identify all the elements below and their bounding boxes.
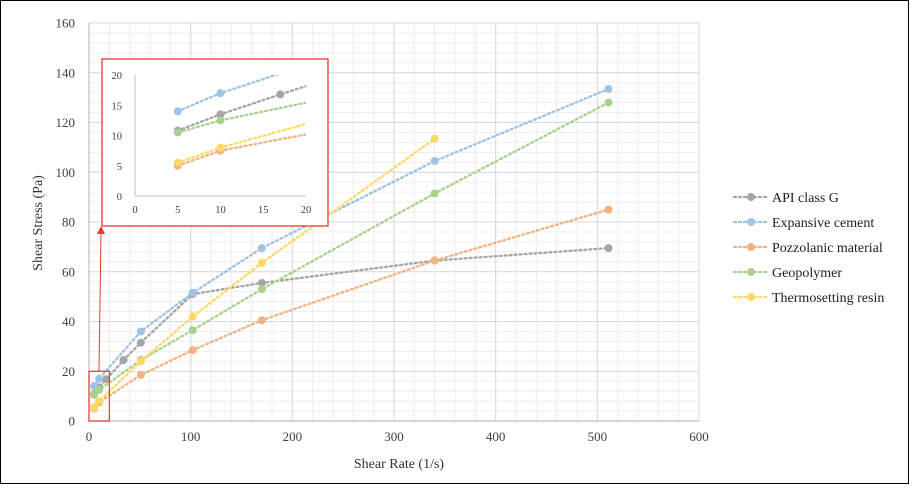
- legend-item-thermosetting-resin: Thermosetting resin: [732, 291, 884, 306]
- zoom-connector-arrow: [98, 232, 102, 372]
- data-point-pozzolanic-material: [604, 205, 613, 214]
- inset-series-line-thermosetting-resin: [176, 122, 306, 164]
- inset-y-tick-label: 5: [117, 162, 122, 173]
- inset-series-line-api-class-g: [176, 84, 306, 132]
- data-point-thermosetting-resin: [136, 357, 145, 366]
- data-point-expansive-cement: [604, 84, 613, 93]
- x-tick-label: 100: [181, 429, 201, 444]
- data-point-expansive-cement: [188, 288, 197, 297]
- legend-item-api-class-g: API class G: [732, 191, 839, 206]
- inset-data-point-geopolymer: [173, 128, 182, 137]
- y-tick-label: 140: [56, 65, 76, 80]
- inset-data-point-api-class-g: [276, 90, 285, 99]
- data-point-expansive-cement: [257, 244, 266, 253]
- legend-marker-geopolymer: [747, 268, 755, 276]
- legend-label: Thermosetting resin: [772, 291, 884, 306]
- data-point-expansive-cement: [95, 374, 104, 383]
- data-point-geopolymer: [90, 390, 99, 399]
- data-point-geopolymer: [430, 189, 439, 198]
- y-tick-label: 120: [56, 115, 76, 130]
- data-point-api-class-g: [604, 244, 613, 253]
- x-axis-label: Shear Rate (1/s): [354, 457, 445, 472]
- data-point-pozzolanic-material: [136, 370, 145, 379]
- legend-marker-api-class-g: [747, 193, 755, 201]
- y-tick-label: 60: [62, 264, 75, 279]
- data-point-thermosetting-resin: [188, 312, 197, 321]
- inset-y-tick-label: 15: [112, 101, 123, 112]
- y-tick-label: 100: [56, 165, 76, 180]
- y-tick-label: 160: [56, 16, 76, 31]
- arrowhead-icon: [97, 226, 105, 234]
- inset-data-point-expansive-cement: [173, 107, 182, 116]
- x-tick-label: 600: [689, 429, 709, 444]
- y-tick-label: 0: [69, 414, 76, 429]
- data-point-thermosetting-resin: [430, 134, 439, 143]
- x-tick-label: 300: [384, 429, 404, 444]
- inset-series-thermosetting-resin: [173, 122, 306, 167]
- x-tick-label: 0: [86, 429, 93, 444]
- legend-label: Expansive cement: [772, 216, 874, 231]
- legend-item-geopolymer: Geopolymer: [732, 266, 842, 281]
- data-point-geopolymer: [95, 385, 104, 394]
- data-point-pozzolanic-material: [257, 316, 266, 325]
- inset-series-api-class-g: [173, 84, 306, 135]
- main-axes: [88, 23, 699, 422]
- data-point-api-class-g: [119, 356, 128, 365]
- data-point-expansive-cement: [430, 157, 439, 166]
- inset-chart: 0 5 10 15 20 0 5 10 15 20: [101, 58, 329, 227]
- data-point-api-class-g: [136, 338, 145, 347]
- legend-marker-pozzolanic-material: [747, 243, 755, 251]
- main-series: [90, 84, 613, 413]
- data-point-api-class-g: [102, 375, 111, 384]
- legend-marker-expansive-cement: [747, 218, 755, 226]
- x-tick-label: 500: [588, 429, 608, 444]
- legend-label: Geopolymer: [772, 266, 842, 281]
- data-point-api-class-g: [257, 278, 266, 287]
- data-point-thermosetting-resin: [90, 403, 99, 412]
- series-thermosetting-resin: [90, 134, 439, 412]
- zoom-indicator: [88, 226, 110, 422]
- data-point-geopolymer: [604, 98, 613, 107]
- inset-y-tick-label: 10: [112, 132, 123, 143]
- inset-y-tick-label: 20: [112, 71, 123, 82]
- inset-data-point-thermosetting-resin: [216, 143, 225, 152]
- legend-label: API class G: [772, 191, 839, 206]
- inset-data-point-geopolymer: [216, 116, 225, 125]
- data-point-expansive-cement: [136, 327, 145, 336]
- data-point-pozzolanic-material: [188, 346, 197, 355]
- inset-x-tick-label: 15: [258, 205, 269, 216]
- inset-x-tick-label: 5: [175, 205, 180, 216]
- data-point-geopolymer: [188, 326, 197, 335]
- legend-marker-thermosetting-resin: [747, 293, 755, 301]
- legend: API class G Expansive cement Pozzolanic ma…: [732, 191, 884, 306]
- inset-data-point-expansive-cement: [216, 89, 225, 98]
- y-tick-label: 20: [62, 364, 75, 379]
- inset-box: [101, 58, 329, 227]
- y-tick-label: 80: [62, 215, 75, 230]
- inset-x-tick-label: 0: [132, 205, 137, 216]
- inset-data-point-thermosetting-resin: [173, 158, 182, 167]
- x-tick-label: 200: [283, 429, 303, 444]
- data-point-geopolymer: [257, 285, 266, 294]
- inset-x-tick-label: 10: [215, 205, 226, 216]
- inset-data-point-api-class-g: [216, 110, 225, 119]
- inset-series-expansive-cement: [173, 75, 280, 116]
- data-point-thermosetting-resin: [95, 397, 104, 406]
- inset-series-geopolymer: [173, 101, 306, 137]
- legend-label: Pozzolanic material: [772, 241, 883, 256]
- data-point-pozzolanic-material: [430, 256, 439, 265]
- inset-series: [173, 75, 306, 170]
- inset-x-tick-label: 20: [301, 205, 312, 216]
- legend-item-pozzolanic-material: Pozzolanic material: [732, 241, 883, 256]
- y-tick-label: 40: [62, 314, 75, 329]
- data-point-thermosetting-resin: [257, 259, 266, 268]
- inset-y-tick-label: 0: [117, 192, 122, 203]
- y-axis-label: Shear Stress (Pa): [31, 175, 46, 271]
- legend-item-expansive-cement: Expansive cement: [732, 216, 874, 231]
- x-tick-label: 400: [486, 429, 506, 444]
